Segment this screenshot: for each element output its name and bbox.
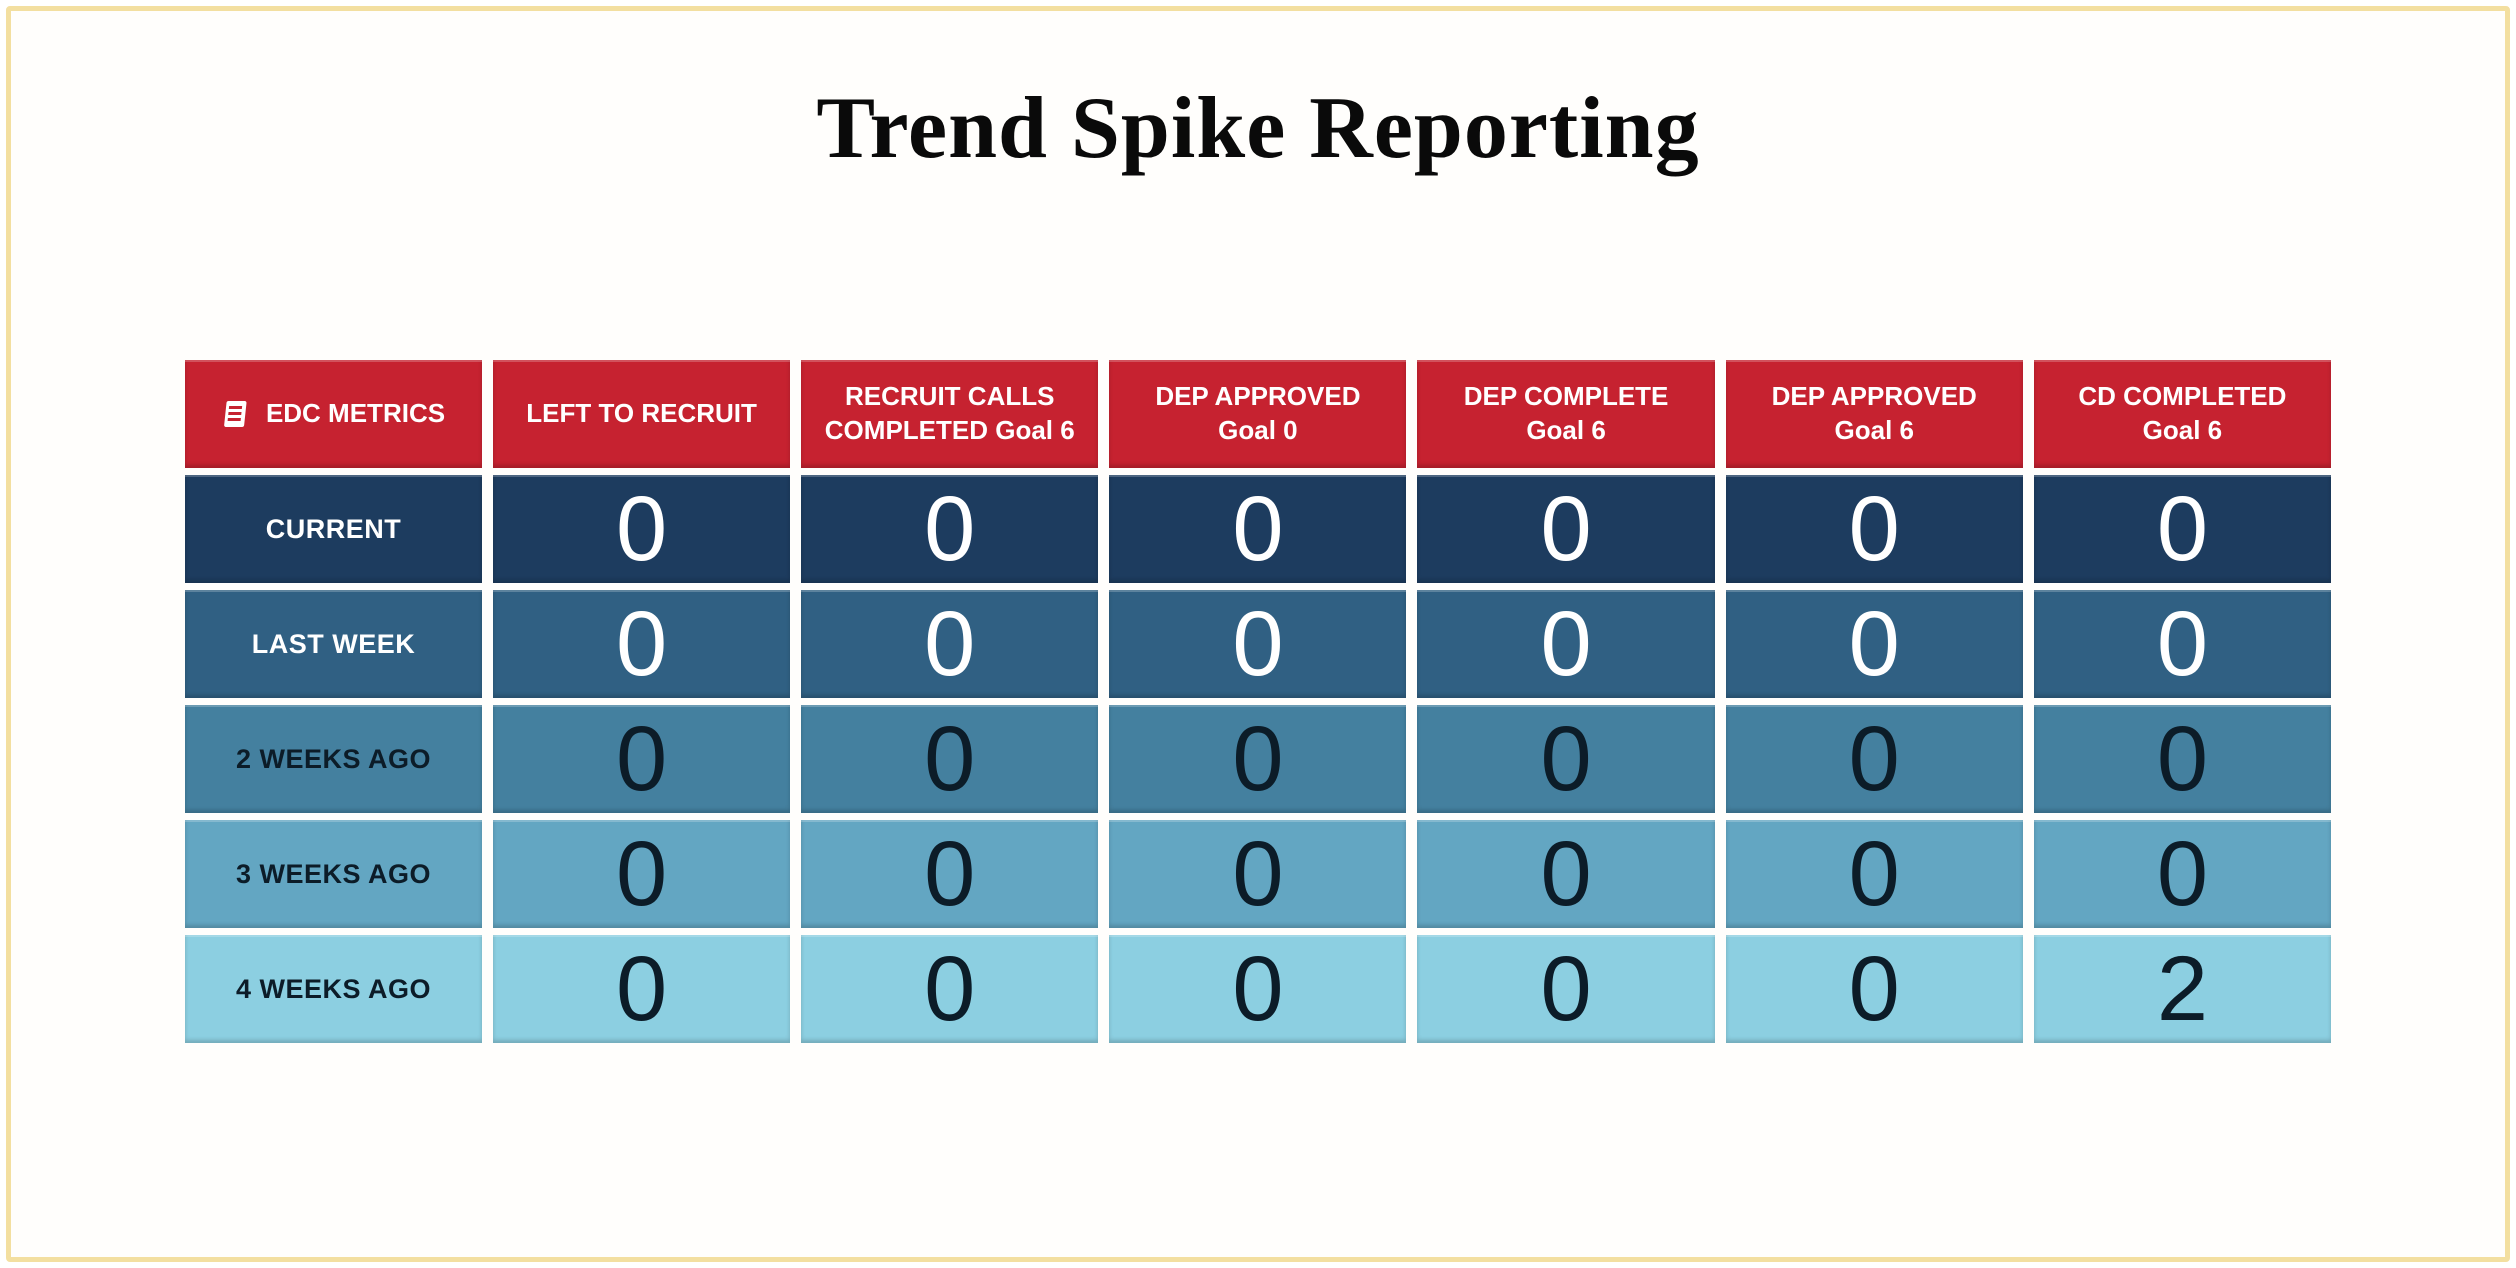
header-cell-dep-approved-goal-0: DEP APPROVED Goal 0 <box>1109 360 1407 468</box>
header-cell-dep-approved-goal-6: DEP APPROVED Goal 6 <box>1725 360 2023 468</box>
value-cell: 0 <box>1725 935 2023 1043</box>
value-cell: 0 <box>493 820 791 928</box>
value-cell: 0 <box>1725 475 2023 583</box>
value-cell: 0 <box>1417 475 1715 583</box>
value-cell: 0 <box>493 590 791 698</box>
header-cell-edc-metrics: EDC METRICS <box>185 360 482 468</box>
value-cell: 0 <box>493 705 791 813</box>
value-cell: 0 <box>1417 935 1715 1043</box>
trend-spike-table: EDC METRICS LEFT TO RECRUIT RECRUIT CALL… <box>185 360 2331 1043</box>
header-cell-cd-completed: CD COMPLETED Goal 6 <box>2033 360 2331 468</box>
row-label-last-week: LAST WEEK <box>185 590 482 698</box>
edc-logo-icon <box>222 398 254 430</box>
value-cell: 0 <box>1725 820 2023 928</box>
header-label: DEP COMPLETE Goal 6 <box>1463 381 1669 445</box>
header-label: DEP APPROVED Goal 6 <box>1771 381 1977 445</box>
value-cell: 0 <box>2033 705 2331 813</box>
row-label-current: CURRENT <box>185 475 482 583</box>
header-label: EDC METRICS <box>265 398 446 429</box>
header-label: DEP APPROVED Goal 0 <box>1155 381 1361 445</box>
value-cell: 0 <box>2033 475 2331 583</box>
value-cell: 0 <box>1725 590 2023 698</box>
value-cell: 0 <box>801 820 1099 928</box>
value-cell: 0 <box>1725 705 2023 813</box>
value-cell: 0 <box>1417 705 1715 813</box>
header-label: CD COMPLETED Goal 6 <box>2078 381 2287 445</box>
header-cell-dep-complete: DEP COMPLETE Goal 6 <box>1417 360 1715 468</box>
page-title: Trend Spike Reporting <box>816 80 1700 177</box>
header-label: RECRUIT CALLS COMPLETED Goal 6 <box>824 381 1075 445</box>
header-cell-recruit-calls-completed: RECRUIT CALLS COMPLETED Goal 6 <box>801 360 1099 468</box>
value-cell: 0 <box>1109 590 1407 698</box>
header-label: LEFT TO RECRUIT <box>526 398 757 429</box>
value-cell: 0 <box>1109 705 1407 813</box>
row-label-4-weeks-ago: 4 WEEKS AGO <box>185 935 482 1043</box>
value-cell: 0 <box>1417 590 1715 698</box>
value-cell: 0 <box>493 935 791 1043</box>
value-cell: 2 <box>2033 935 2331 1043</box>
value-cell: 0 <box>801 935 1099 1043</box>
row-label-2-weeks-ago: 2 WEEKS AGO <box>185 705 482 813</box>
value-cell: 0 <box>493 475 791 583</box>
value-cell: 0 <box>801 705 1099 813</box>
value-cell: 0 <box>801 590 1099 698</box>
value-cell: 0 <box>1109 820 1407 928</box>
value-cell: 0 <box>2033 590 2331 698</box>
value-cell: 0 <box>1109 475 1407 583</box>
value-cell: 0 <box>801 475 1099 583</box>
value-cell: 0 <box>1109 935 1407 1043</box>
value-cell: 0 <box>2033 820 2331 928</box>
value-cell: 0 <box>1417 820 1715 928</box>
row-label-3-weeks-ago: 3 WEEKS AGO <box>185 820 482 928</box>
header-cell-left-to-recruit: LEFT TO RECRUIT <box>493 360 791 468</box>
